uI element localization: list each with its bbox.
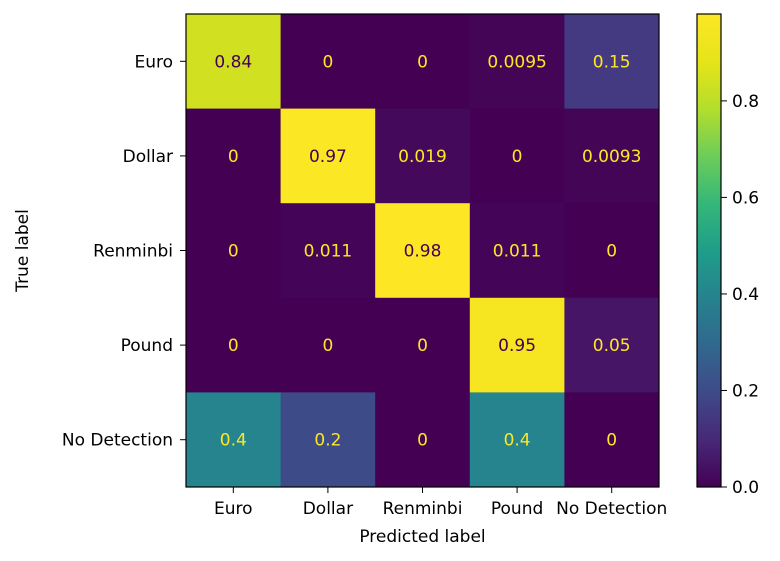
heatmap-cell xyxy=(564,297,660,393)
heatmap-cell xyxy=(186,297,282,393)
cell-value-label: 0.019 xyxy=(398,147,447,167)
cell-value-label: 0.0095 xyxy=(487,52,546,72)
heatmap-cell xyxy=(469,108,565,204)
heatmap-cell xyxy=(186,392,282,488)
y-tick-label: Dollar xyxy=(123,147,173,167)
y-tick-label: Renminbi xyxy=(93,242,173,262)
x-axis-ticks: Euro Dollar Renminbi Pound No Detection xyxy=(214,487,667,519)
x-tick-label: No Detection xyxy=(556,499,667,519)
cell-value-label: 0.011 xyxy=(304,242,353,262)
x-tick-label: Renminbi xyxy=(383,499,463,519)
x-tick-label: Pound xyxy=(491,499,543,519)
cell-value-label: 0 xyxy=(606,431,617,451)
colorbar-tick-label: 0.2 xyxy=(732,381,759,401)
cell-value-label: 0.05 xyxy=(593,336,631,356)
cell-value-label: 0 xyxy=(322,52,333,72)
heatmap-cell xyxy=(375,297,471,393)
heatmap-cell xyxy=(280,203,376,299)
heatmap-cells xyxy=(186,14,660,488)
cell-value-label: 0 xyxy=(606,242,617,262)
heatmap-cell xyxy=(469,392,565,488)
x-axis-title: Predicted label xyxy=(359,527,485,547)
heatmap-cell xyxy=(564,108,660,204)
heatmap-cell-labels: 0.84 0 0 0.0095 0.15 0 0.97 0.019 0 0.0093 0 0.011 0… xyxy=(214,52,641,450)
cell-value-label: 0.97 xyxy=(309,147,347,167)
heatmap-cell xyxy=(564,14,660,110)
heatmap-cell xyxy=(280,108,376,204)
y-axis-title: True label xyxy=(13,209,33,293)
heatmap-cell xyxy=(375,392,471,488)
heatmap-cell xyxy=(280,14,376,110)
cell-value-label: 0 xyxy=(228,336,239,356)
heatmap-cell xyxy=(469,203,565,299)
heatmap-cell xyxy=(375,108,471,204)
heatmap-cell xyxy=(375,203,471,299)
cell-value-label: 0.4 xyxy=(504,431,531,451)
cell-value-label: 0 xyxy=(417,431,428,451)
colorbar-tick-label: 0.0 xyxy=(732,478,759,498)
colorbar-ticks: 0.0 0.2 0.4 0.6 0.8 xyxy=(721,92,759,498)
x-tick-label: Dollar xyxy=(303,499,353,519)
heatmap-cell xyxy=(186,108,282,204)
heatmap-cell xyxy=(375,14,471,110)
colorbar-frame xyxy=(696,13,722,488)
y-tick-label: Pound xyxy=(121,336,173,356)
x-tick-label: Euro xyxy=(214,499,253,519)
heatmap-cell xyxy=(564,392,660,488)
cell-value-label: 0.0093 xyxy=(582,147,641,167)
cell-value-label: 0 xyxy=(228,242,239,262)
colorbar-tick-label: 0.6 xyxy=(732,188,759,208)
cell-value-label: 0.2 xyxy=(314,431,341,451)
cell-value-label: 0 xyxy=(512,147,523,167)
cell-value-label: 0.4 xyxy=(220,431,247,451)
cell-value-label: 0.98 xyxy=(404,242,442,262)
colorbar xyxy=(697,14,721,487)
cell-value-label: 0 xyxy=(417,52,428,72)
cell-value-label: 0.15 xyxy=(593,52,631,72)
cell-value-label: 0 xyxy=(322,336,333,356)
cell-value-label: 0 xyxy=(417,336,428,356)
cell-value-label: 0.011 xyxy=(493,242,542,262)
colorbar-tick-label: 0.4 xyxy=(732,285,759,305)
y-tick-label: Euro xyxy=(134,52,173,72)
heatmap-cell xyxy=(564,203,660,299)
y-tick-label: No Detection xyxy=(62,431,173,451)
y-axis-ticks: Euro Dollar Renminbi Pound No Detection xyxy=(62,52,186,451)
heatmap-cell xyxy=(469,14,565,110)
heatmap-cell xyxy=(186,14,282,110)
heatmap-cell xyxy=(186,203,282,299)
cell-value-label: 0 xyxy=(228,147,239,167)
cell-value-label: 0.84 xyxy=(214,52,252,72)
heatmap-cell xyxy=(280,392,376,488)
heatmap-cell xyxy=(280,297,376,393)
heatmap-cell xyxy=(469,297,565,393)
cell-value-label: 0.95 xyxy=(498,336,536,356)
colorbar-tick-label: 0.8 xyxy=(732,92,759,112)
